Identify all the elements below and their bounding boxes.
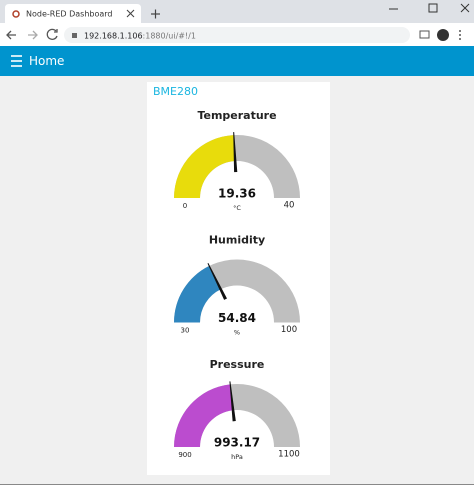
menu-button[interactable] bbox=[11, 55, 22, 67]
gauge-units: % bbox=[234, 329, 240, 337]
toolbar-title: Home bbox=[29, 54, 64, 68]
gauge-needle bbox=[229, 381, 236, 422]
gauge-fill bbox=[174, 135, 236, 198]
profile-icon[interactable] bbox=[437, 29, 449, 41]
nav-buttons[interactable] bbox=[6, 28, 58, 40]
gauge-max: 1100 bbox=[278, 450, 300, 460]
tab-favicon bbox=[12, 10, 20, 18]
gauge-min: 0 bbox=[183, 202, 187, 210]
gauge-min: 900 bbox=[178, 451, 191, 459]
gauge-value: 54.84 bbox=[218, 311, 256, 325]
new-tab[interactable] bbox=[151, 9, 160, 19]
url-box[interactable] bbox=[64, 27, 410, 43]
gauge-units: °C bbox=[233, 204, 241, 212]
window-controls[interactable] bbox=[389, 3, 470, 13]
media-icon[interactable] bbox=[419, 30, 430, 39]
gauge-value: 19.36 bbox=[218, 187, 256, 201]
gauge-title: Pressure bbox=[210, 358, 265, 371]
url: 192.168.1.106:1880/ui/#!/1 bbox=[84, 31, 196, 40]
toolbar bbox=[0, 46, 474, 76]
lock-icon bbox=[72, 33, 77, 38]
gauge-fill bbox=[174, 384, 234, 447]
gauge-needle bbox=[233, 132, 238, 173]
gauge-units: hPa bbox=[231, 453, 243, 461]
tab-title: Node-RED Dashboard bbox=[26, 10, 112, 19]
url-path: :1880/ui/#!/1 bbox=[143, 31, 196, 40]
gauge-value: 993.17 bbox=[214, 436, 260, 450]
url-host: 192.168.1.106 bbox=[84, 31, 143, 40]
group-title: BME280 bbox=[153, 85, 198, 98]
menu-dots[interactable] bbox=[459, 30, 461, 40]
gauge-title: Humidity bbox=[209, 234, 265, 247]
gauge-fill bbox=[174, 265, 221, 323]
gauge-min: 30 bbox=[181, 327, 190, 335]
tab-close[interactable] bbox=[126, 9, 135, 18]
tab[interactable] bbox=[5, 4, 141, 23]
gauge-needle bbox=[207, 263, 227, 300]
gauge-title: Temperature bbox=[197, 109, 276, 122]
gauge-max: 40 bbox=[284, 201, 295, 211]
gauge-max: 100 bbox=[281, 325, 297, 335]
